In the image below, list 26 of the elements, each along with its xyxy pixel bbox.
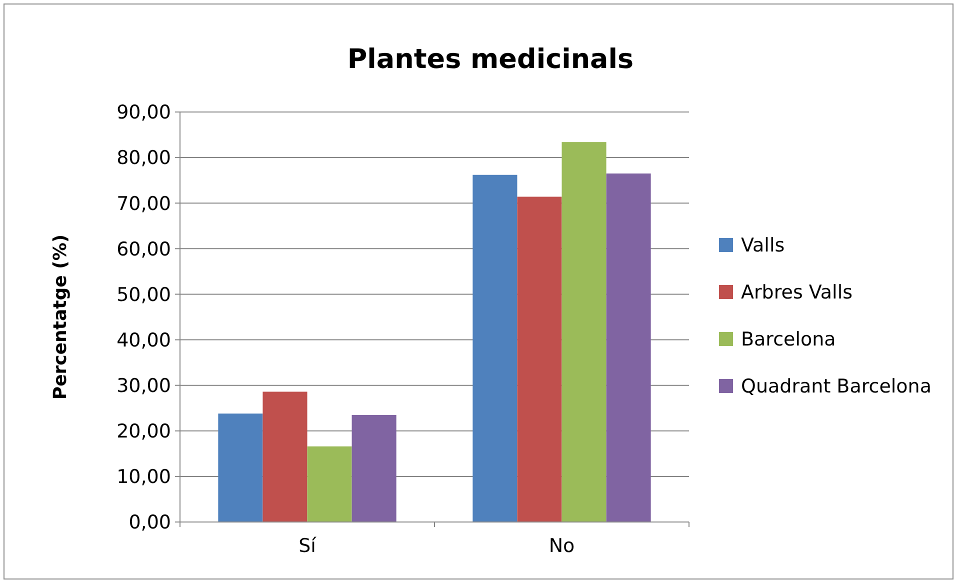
y-tick-label: 50,00 (116, 284, 171, 306)
y-tick-label: 40,00 (116, 329, 171, 352)
y-axis-title: Percentatge (%) (50, 234, 71, 400)
y-tick-label: 10,00 (116, 466, 171, 488)
y-tick-label: 90,00 (116, 102, 171, 124)
legend-label: Quadrant Barcelona (741, 376, 932, 398)
bar (606, 174, 651, 522)
bar (472, 174, 518, 522)
chart-title: Plantes medicinals (347, 44, 634, 75)
x-tick-label: Sí (298, 535, 317, 557)
legend-label: Arbres Valls (741, 282, 853, 304)
bar (562, 142, 606, 522)
y-tick-label: 60,00 (116, 238, 171, 260)
bar (517, 196, 562, 522)
legend-label: Valls (741, 234, 785, 257)
bar (352, 414, 396, 522)
y-tick-label: 20,00 (116, 420, 171, 443)
y-tick-label: 0,00 (128, 512, 171, 534)
y-tick-label: 70,00 (116, 192, 171, 215)
bar (218, 414, 263, 522)
y-tick-label: 80,00 (116, 147, 171, 170)
bar (262, 392, 308, 522)
legend-label: Barcelona (741, 328, 836, 351)
bar (307, 446, 352, 522)
x-tick-label: No (548, 535, 575, 557)
y-tick-label: 30,00 (116, 374, 171, 397)
